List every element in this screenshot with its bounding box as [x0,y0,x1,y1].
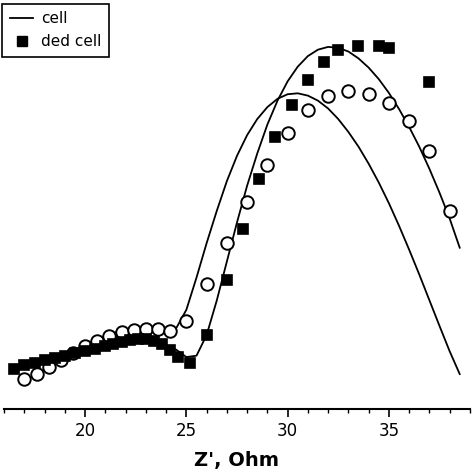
X-axis label: Z', Ohm: Z', Ohm [194,451,280,470]
Legend: cell, ded cell: cell, ded cell [2,4,109,56]
